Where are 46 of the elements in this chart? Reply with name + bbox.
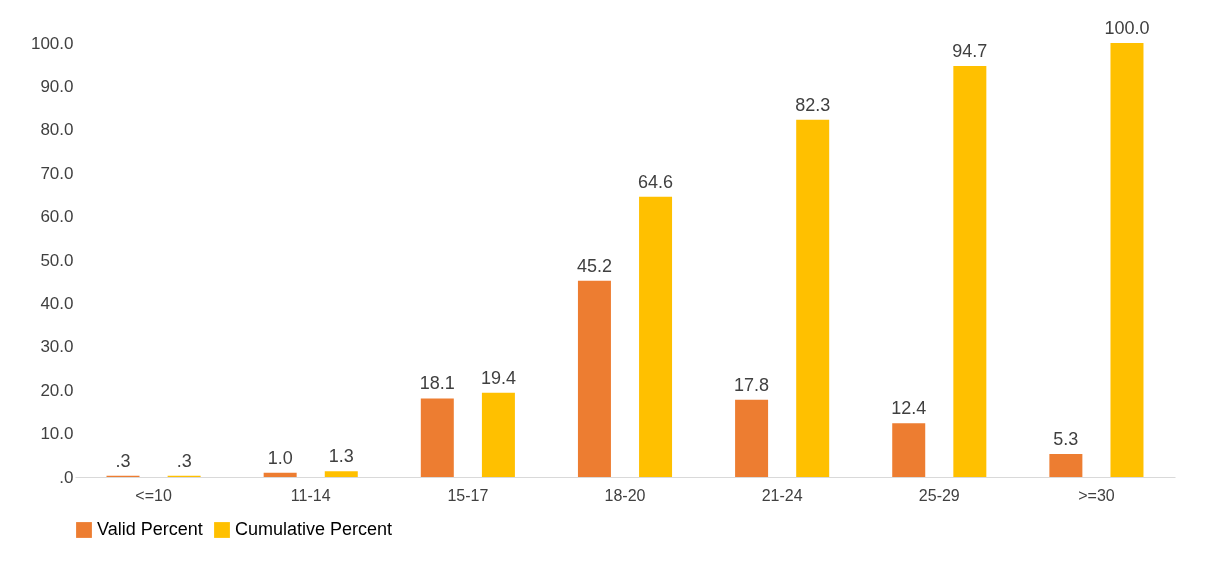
y-tick-label: .0 [59,467,74,487]
y-tick-label: 70.0 [40,163,74,183]
x-tick-label: 25-29 [918,486,960,504]
bar [481,392,515,477]
bar [577,280,611,477]
bar [324,471,358,477]
x-tick-label: 18-20 [604,486,646,504]
y-tick-label: 100.0 [30,33,74,53]
x-tick-label: 11-14 [290,486,331,504]
data-label: 82.3 [795,94,831,115]
bar [796,119,830,477]
bar [1110,43,1144,477]
y-tick-label: 10.0 [40,424,74,444]
data-label: 1.3 [328,446,354,467]
y-tick-label: 40.0 [40,293,74,313]
bar [420,398,454,477]
bar [735,399,769,477]
data-label: .3 [115,450,131,471]
data-label: 12.4 [891,398,927,419]
data-label: 5.3 [1053,429,1079,449]
data-label: 1.0 [267,447,293,468]
bar [263,472,297,477]
bar [639,196,673,477]
x-tick-label: 15-17 [447,486,489,504]
legend-label: Cumulative Percent [235,519,393,539]
data-label: 64.6 [638,171,674,192]
data-label: .3 [176,450,192,471]
x-tick-label: >=30 [1078,486,1115,504]
data-label: 18.1 [419,373,455,394]
data-label: 17.8 [734,374,770,395]
bar [953,66,987,477]
legend-label: Valid Percent [97,519,203,539]
data-label: 19.4 [480,367,516,388]
y-tick-label: 50.0 [40,250,74,270]
y-tick-label: 80.0 [40,120,74,140]
bar [1049,454,1083,477]
x-tick-label: 21-24 [761,486,803,504]
x-tick-label: <=10 [135,486,172,504]
bar [892,423,926,477]
data-label: 100.0 [1104,18,1150,38]
y-tick-label: 20.0 [40,380,74,400]
y-tick-label: 60.0 [40,207,74,227]
data-label: 94.7 [952,41,988,61]
data-label: 45.2 [576,255,612,276]
y-tick-label: 90.0 [40,76,74,96]
y-tick-label: 30.0 [40,337,74,357]
